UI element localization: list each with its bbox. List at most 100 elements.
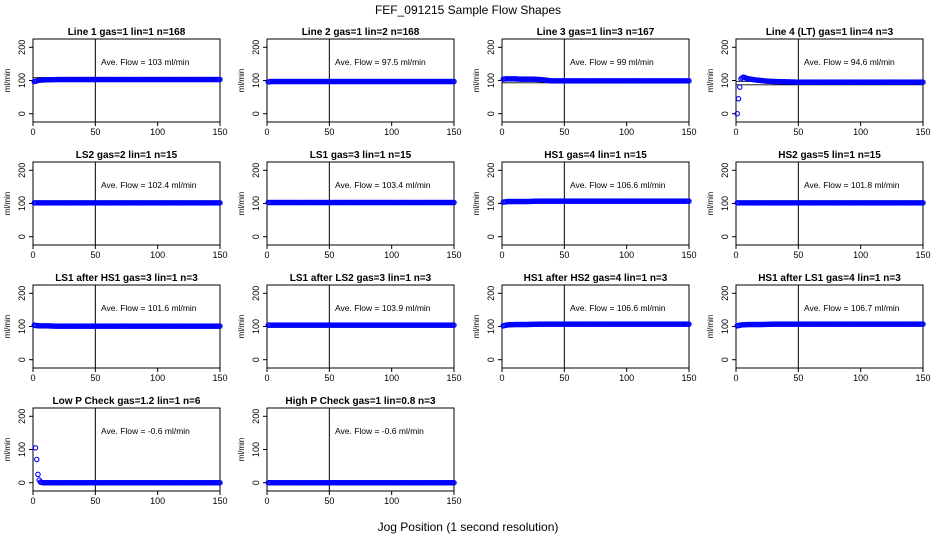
y-tick-label: 200 [17, 163, 27, 178]
chart-panel: LS1 after LS2 gas=3 lin=1 n=3 ml/min 0 50 10… [237, 273, 462, 383]
chart-panel: Line 3 gas=1 lin=3 n=167 ml/min 0 50 100 150 0… [472, 27, 697, 137]
x-tick-label: 0 [264, 496, 269, 506]
average-flow-annotation: Ave. Flow = 101.6 ml/min [101, 303, 197, 313]
x-tick-label: 100 [150, 127, 165, 137]
x-tick-label: 50 [793, 127, 803, 137]
x-tick-label: 50 [324, 250, 334, 260]
x-tick-label: 0 [30, 127, 35, 137]
x-tick-label: 0 [30, 250, 35, 260]
panel-title: LS1 gas=3 lin=1 n=15 [310, 150, 412, 161]
chart-panel: High P Check gas=1 lin=0.8 n=3 ml/min 0 50 1… [237, 396, 462, 506]
x-tick-label: 150 [446, 250, 461, 260]
data-series [265, 479, 457, 486]
data-series [32, 445, 223, 486]
average-flow-annotation: Ave. Flow = -0.6 ml/min [101, 426, 190, 436]
y-tick-label: 200 [720, 40, 730, 55]
data-series [734, 200, 926, 206]
panel-title: HS1 gas=4 lin=1 n=15 [544, 150, 647, 161]
y-tick-label: 100 [720, 196, 730, 211]
average-flow-annotation: Ave. Flow = 106.7 ml/min [804, 303, 900, 313]
data-point [451, 199, 457, 206]
panel-title: HS1 after HS2 gas=4 lin=1 n=3 [524, 273, 668, 284]
data-series [500, 198, 692, 205]
panel-title: Line 1 gas=1 lin=1 n=168 [68, 27, 186, 38]
data-point [451, 479, 457, 486]
data-series [265, 322, 457, 328]
y-tick-label: 100 [486, 73, 496, 88]
x-tick-label: 0 [264, 127, 269, 137]
data-point [920, 200, 926, 206]
x-tick-label: 150 [915, 250, 930, 260]
panel-title: High P Check gas=1 lin=0.8 n=3 [285, 396, 436, 407]
panel-title: Low P Check gas=1.2 lin=1 n=6 [53, 396, 201, 407]
y-axis-label: ml/min [3, 438, 12, 462]
y-tick-label: 0 [17, 234, 27, 239]
x-tick-label: 0 [499, 127, 504, 137]
chart-panel: HS1 after LS1 gas=4 lin=1 n=3 ml/min 0 50 10… [706, 273, 931, 383]
x-tick-label: 150 [212, 496, 227, 506]
x-tick-label: 150 [212, 373, 227, 383]
data-series [500, 321, 692, 329]
y-axis-label: ml/min [3, 69, 12, 93]
data-series [734, 321, 926, 329]
data-series [31, 76, 223, 85]
x-tick-label: 150 [915, 373, 930, 383]
panel-title: LS1 after HS1 gas=3 lin=1 n=3 [55, 273, 198, 284]
y-tick-label: 200 [251, 409, 261, 424]
x-tick-label: 100 [384, 250, 399, 260]
plot-frame [32, 407, 221, 492]
data-point [217, 76, 223, 83]
data-series [265, 199, 457, 206]
y-tick-label: 100 [720, 73, 730, 88]
y-tick-label: 200 [486, 163, 496, 178]
y-axis-label: ml/min [237, 315, 246, 339]
panel-title: LS1 after LS2 gas=3 lin=1 n=3 [290, 273, 432, 284]
figure-title: FEF_091215 Sample Flow Shapes [375, 3, 561, 17]
average-flow-annotation: Ave. Flow = -0.6 ml/min [335, 426, 424, 436]
panel-title: HS2 gas=5 lin=1 n=15 [778, 150, 881, 161]
x-axis-label: Jog Position (1 second resolution) [378, 520, 559, 534]
data-series [734, 74, 926, 117]
data-point [32, 445, 39, 451]
y-tick-label: 200 [17, 40, 27, 55]
data-point [920, 321, 926, 327]
x-tick-label: 0 [264, 250, 269, 260]
x-tick-label: 50 [90, 373, 100, 383]
average-flow-annotation: Ave. Flow = 103 ml/min [101, 57, 190, 67]
x-tick-label: 100 [619, 373, 634, 383]
y-tick-label: 200 [251, 40, 261, 55]
x-tick-label: 150 [681, 127, 696, 137]
y-tick-label: 100 [17, 319, 27, 334]
y-axis-label: ml/min [472, 315, 481, 339]
x-tick-label: 150 [915, 127, 930, 137]
panel-title: HS1 after LS1 gas=4 lin=1 n=3 [758, 273, 901, 284]
x-tick-label: 0 [733, 373, 738, 383]
x-tick-label: 50 [324, 496, 334, 506]
x-tick-label: 150 [446, 127, 461, 137]
x-tick-label: 100 [619, 127, 634, 137]
y-tick-label: 0 [251, 480, 261, 485]
data-point [686, 321, 692, 327]
x-tick-label: 100 [150, 250, 165, 260]
x-tick-label: 0 [30, 496, 35, 506]
x-tick-label: 50 [90, 496, 100, 506]
data-point [217, 200, 223, 206]
panel-title: Line 3 gas=1 lin=3 n=167 [537, 27, 655, 38]
y-tick-label: 100 [17, 73, 27, 88]
data-point [686, 198, 692, 204]
x-tick-label: 50 [559, 250, 569, 260]
x-tick-label: 100 [384, 127, 399, 137]
x-tick-label: 50 [90, 250, 100, 260]
y-tick-label: 200 [251, 286, 261, 301]
x-tick-label: 150 [681, 373, 696, 383]
x-tick-label: 0 [264, 373, 269, 383]
data-point [217, 479, 223, 486]
plot-frame [266, 407, 455, 492]
chart-panel: HS2 gas=5 lin=1 n=15 ml/min 0 50 100 150 0 100 2… [706, 150, 931, 260]
data-series [265, 78, 457, 85]
chart-panel: Low P Check gas=1.2 lin=1 n=6 ml/min 0 50 10… [3, 396, 228, 506]
x-tick-label: 50 [559, 373, 569, 383]
panel-title: Line 4 (LT) gas=1 lin=4 n=3 [766, 27, 894, 38]
x-tick-label: 50 [793, 250, 803, 260]
x-tick-label: 100 [853, 250, 868, 260]
